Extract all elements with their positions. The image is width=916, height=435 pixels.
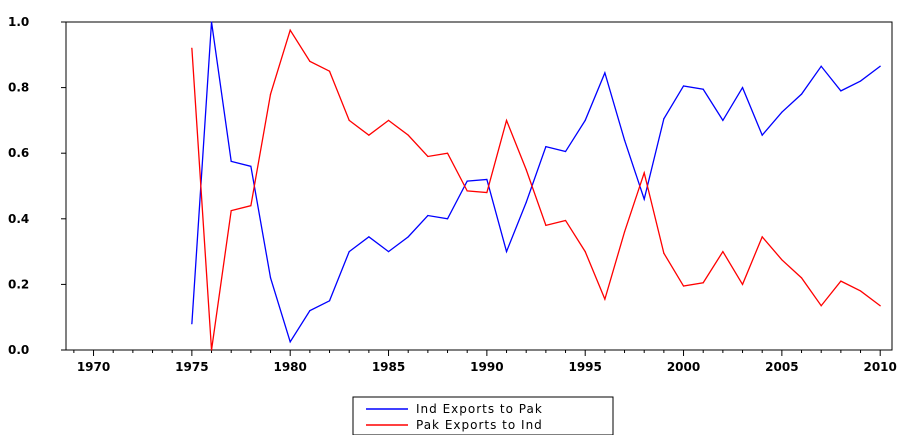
series-line-ind-exports	[191, 21, 881, 344]
data-point	[820, 65, 822, 67]
data-point	[800, 93, 803, 95]
legend: Ind Exports to Pak Pak Exports to Ind	[352, 396, 614, 435]
data-point	[427, 214, 429, 217]
y-tick-label: 0.2	[8, 277, 29, 291]
data-point	[269, 277, 272, 279]
data-point	[191, 323, 193, 325]
data-point	[525, 169, 527, 171]
data-point	[604, 298, 606, 300]
data-point	[761, 134, 763, 136]
data-point	[702, 282, 704, 284]
data-point	[682, 285, 685, 287]
data-point	[741, 87, 744, 89]
legend-box	[352, 396, 614, 435]
data-point	[407, 134, 409, 136]
data-point	[191, 47, 193, 49]
data-point	[741, 283, 744, 285]
data-point	[564, 150, 567, 153]
data-point	[309, 310, 311, 312]
data-point	[328, 300, 331, 302]
data-point	[348, 251, 350, 253]
data-point	[486, 191, 488, 194]
data-point	[505, 119, 508, 121]
data-point	[368, 236, 370, 238]
data-point	[407, 236, 409, 238]
y-tick-label: 0.4	[8, 212, 29, 226]
y-tick-label: 1.0	[8, 15, 29, 29]
data-point	[702, 88, 704, 90]
data-point	[210, 21, 213, 23]
data-point	[643, 198, 645, 200]
legend-label-ind-exports: Ind Exports to Pak	[416, 402, 543, 416]
x-tick-label: 1980	[273, 360, 306, 374]
data-point	[250, 165, 252, 167]
y-axis: 0.0 0.2 0.4 0.6 0.8 1.0	[8, 15, 66, 357]
data-point	[427, 155, 429, 158]
x-tick-label: 2005	[765, 360, 798, 374]
data-point	[682, 85, 685, 87]
legend-label-pak-exports: Pak Exports to Ind	[416, 418, 543, 432]
data-point	[663, 252, 665, 254]
data-point	[840, 280, 842, 282]
data-point	[387, 251, 390, 253]
data-point	[250, 205, 252, 207]
data-point	[446, 218, 449, 220]
series-lines	[191, 21, 881, 351]
data-point	[289, 29, 291, 31]
data-point	[348, 119, 350, 121]
x-tick-label: 1985	[372, 360, 405, 374]
data-point	[859, 290, 862, 292]
x-tick-label: 1975	[175, 360, 208, 374]
data-point	[525, 201, 527, 203]
data-point	[879, 65, 881, 67]
data-point	[387, 119, 390, 121]
data-point	[230, 160, 232, 162]
data-point	[545, 224, 547, 226]
x-tick-label: 2000	[667, 360, 700, 374]
data-point	[210, 349, 213, 351]
data-point	[623, 231, 626, 233]
data-point	[800, 277, 803, 279]
data-point	[505, 251, 508, 253]
data-point	[230, 210, 232, 212]
series-line-pak-exports	[191, 28, 881, 351]
data-point	[722, 119, 724, 121]
data-point	[368, 134, 370, 136]
x-tick-label: 1990	[470, 360, 503, 374]
y-tick-label: 0.0	[8, 343, 29, 357]
data-point	[840, 90, 842, 92]
x-tick-label: 1995	[568, 360, 601, 374]
data-point	[820, 305, 822, 307]
x-tick-label: 2010	[863, 360, 896, 374]
data-point	[486, 178, 488, 181]
data-point	[466, 180, 468, 182]
data-point	[328, 70, 331, 72]
data-point	[643, 172, 645, 174]
data-point	[663, 118, 665, 120]
x-axis: 1970 1975 1980 1985 1990 1995 2000 2005 2010	[73, 350, 897, 374]
data-point	[761, 236, 763, 238]
data-point	[879, 305, 881, 307]
data-point	[722, 251, 724, 253]
data-point	[584, 119, 586, 121]
y-tick-label: 0.6	[8, 146, 29, 160]
data-point	[781, 259, 783, 261]
data-point	[446, 152, 449, 154]
x-tick-label: 1970	[77, 360, 110, 374]
data-point	[859, 80, 862, 82]
data-point	[781, 111, 783, 113]
data-point	[309, 60, 311, 62]
data-point	[466, 190, 468, 192]
data-point	[564, 219, 567, 222]
data-point	[289, 341, 291, 343]
data-point	[604, 72, 606, 74]
data-point	[623, 139, 626, 141]
data-point	[545, 146, 547, 148]
y-tick-label: 0.8	[8, 81, 29, 95]
plot-frame	[65, 21, 893, 351]
data-point	[584, 251, 586, 253]
data-point	[269, 93, 272, 95]
